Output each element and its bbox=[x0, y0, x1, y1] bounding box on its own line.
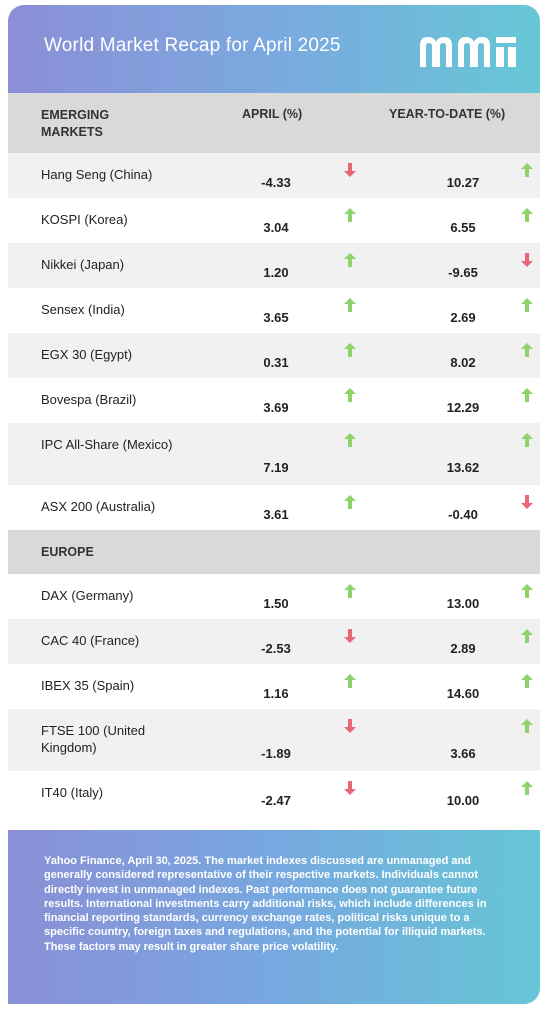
section-header-emerging: EMERGING MARKETS APRIL (%) YEAR-TO-DATE (%… bbox=[8, 93, 540, 153]
april-value: -1.89 bbox=[261, 746, 291, 761]
arrow-down-icon bbox=[344, 719, 356, 733]
market-name: CAC 40 (France) bbox=[41, 633, 140, 648]
table-row: IBEX 35 (Spain) 1.16 14.60 bbox=[8, 664, 540, 709]
market-recap-card: World Market Recap for April 2025 EMERGI… bbox=[8, 5, 540, 1004]
table-row: Nikkei (Japan) 1.20 -9.65 bbox=[8, 243, 540, 288]
arrow-up-icon bbox=[344, 208, 356, 222]
column-header-market: EMERGING MARKETS bbox=[41, 108, 110, 139]
arrow-up-icon bbox=[344, 253, 356, 267]
arrow-up-icon bbox=[344, 298, 356, 312]
arrow-up-icon bbox=[521, 433, 533, 447]
ytd-value: 13.00 bbox=[446, 596, 480, 611]
table-row: CAC 40 (France) -2.53 2.89 bbox=[8, 619, 540, 664]
arrow-down-icon bbox=[521, 253, 533, 267]
market-name: KOSPI (Korea) bbox=[41, 212, 128, 227]
april-value: 3.69 bbox=[263, 400, 289, 415]
april-value: 3.65 bbox=[263, 310, 289, 325]
arrow-up-icon bbox=[344, 584, 356, 598]
arrow-down-icon bbox=[521, 495, 533, 509]
arrow-down-icon bbox=[344, 163, 356, 177]
arrow-up-icon bbox=[521, 674, 533, 688]
table-row: IT40 (Italy) -2.47 10.00 bbox=[8, 771, 540, 816]
market-name: Sensex (India) bbox=[41, 302, 125, 317]
arrow-up-icon bbox=[344, 495, 356, 509]
ytd-value: 2.69 bbox=[450, 310, 476, 325]
arrow-down-icon bbox=[344, 781, 356, 795]
market-name: IBEX 35 (Spain) bbox=[41, 678, 135, 693]
ytd-value: 2.89 bbox=[450, 641, 476, 656]
table-row: DAX (Germany) 1.50 13.00 bbox=[8, 574, 540, 619]
arrow-up-icon bbox=[344, 388, 356, 402]
arrow-up-icon bbox=[521, 719, 533, 733]
market-name: IT40 (Italy) bbox=[41, 785, 104, 800]
april-value: -2.47 bbox=[261, 793, 291, 808]
table-row: Sensex (India) 3.65 2.69 bbox=[8, 288, 540, 333]
mmi-logo bbox=[420, 37, 516, 67]
april-value: 3.61 bbox=[263, 507, 289, 522]
arrow-up-icon bbox=[521, 208, 533, 222]
arrow-up-icon bbox=[521, 781, 533, 795]
table-row: KOSPI (Korea) 3.04 6.55 bbox=[8, 198, 540, 243]
section-title-europe: EUROPE bbox=[41, 545, 94, 559]
market-name: FTSE 100 (United Kingdom) bbox=[41, 723, 146, 755]
arrow-up-icon bbox=[521, 629, 533, 643]
ytd-value: -9.65 bbox=[448, 265, 478, 280]
april-value: -4.33 bbox=[261, 175, 291, 190]
ytd-value: 10.27 bbox=[446, 175, 480, 190]
ytd-value: 3.66 bbox=[450, 746, 476, 761]
table-row: IPC All-Share (Mexico) 7.19 13.62 bbox=[8, 423, 540, 485]
april-value: 1.20 bbox=[263, 265, 289, 280]
arrow-up-icon bbox=[521, 298, 533, 312]
market-name: EGX 30 (Egypt) bbox=[41, 347, 133, 362]
ytd-value: 12.29 bbox=[446, 400, 480, 415]
ytd-value: -0.40 bbox=[448, 507, 478, 522]
disclaimer-panel: Yahoo Finance, April 30, 2025. The marke… bbox=[8, 830, 540, 1004]
arrow-down-icon bbox=[344, 629, 356, 643]
ytd-value: 6.55 bbox=[450, 220, 476, 235]
ytd-value: 14.60 bbox=[446, 686, 480, 701]
april-value: 1.16 bbox=[263, 686, 289, 701]
table-row: Hang Seng (China) -4.33 10.27 bbox=[8, 153, 540, 198]
ytd-value: 13.62 bbox=[446, 460, 480, 475]
market-name: ASX 200 (Australia) bbox=[41, 499, 156, 514]
page-title: World Market Recap for April 2025 bbox=[44, 35, 341, 56]
april-value: 1.50 bbox=[263, 596, 289, 611]
table-row: FTSE 100 (United Kingdom) -1.89 3.66 bbox=[8, 709, 540, 771]
header-banner: World Market Recap for April 2025 bbox=[8, 5, 540, 93]
ytd-value: 8.02 bbox=[450, 355, 476, 370]
market-name: Hang Seng (China) bbox=[41, 167, 153, 182]
arrow-up-icon bbox=[344, 674, 356, 688]
market-name: Nikkei (Japan) bbox=[41, 257, 125, 272]
column-header-ytd: YEAR-TO-DATE (%) bbox=[389, 107, 506, 121]
arrow-up-icon bbox=[521, 388, 533, 402]
market-name: Bovespa (Brazil) bbox=[41, 392, 137, 407]
april-value: 3.04 bbox=[263, 220, 289, 235]
ytd-value: 10.00 bbox=[446, 793, 480, 808]
section-header-europe: EUROPE bbox=[8, 530, 540, 574]
arrow-up-icon bbox=[521, 343, 533, 357]
table-row: EGX 30 (Egypt) 0.31 8.02 bbox=[8, 333, 540, 378]
table-row: Bovespa (Brazil) 3.69 12.29 bbox=[8, 378, 540, 423]
arrow-up-icon bbox=[521, 163, 533, 177]
arrow-up-icon bbox=[521, 584, 533, 598]
column-header-april: APRIL (%) bbox=[242, 107, 303, 121]
april-value: 7.19 bbox=[263, 460, 289, 475]
market-name: DAX (Germany) bbox=[41, 588, 134, 603]
april-value: -2.53 bbox=[261, 641, 291, 656]
disclaimer-text: Yahoo Finance, April 30, 2025. The marke… bbox=[44, 855, 487, 953]
table-row: ASX 200 (Australia) 3.61 -0.40 bbox=[8, 485, 540, 530]
april-value: 0.31 bbox=[263, 355, 289, 370]
market-name: IPC All-Share (Mexico) bbox=[41, 437, 173, 452]
arrow-up-icon bbox=[344, 343, 356, 357]
arrow-up-icon bbox=[344, 433, 356, 447]
